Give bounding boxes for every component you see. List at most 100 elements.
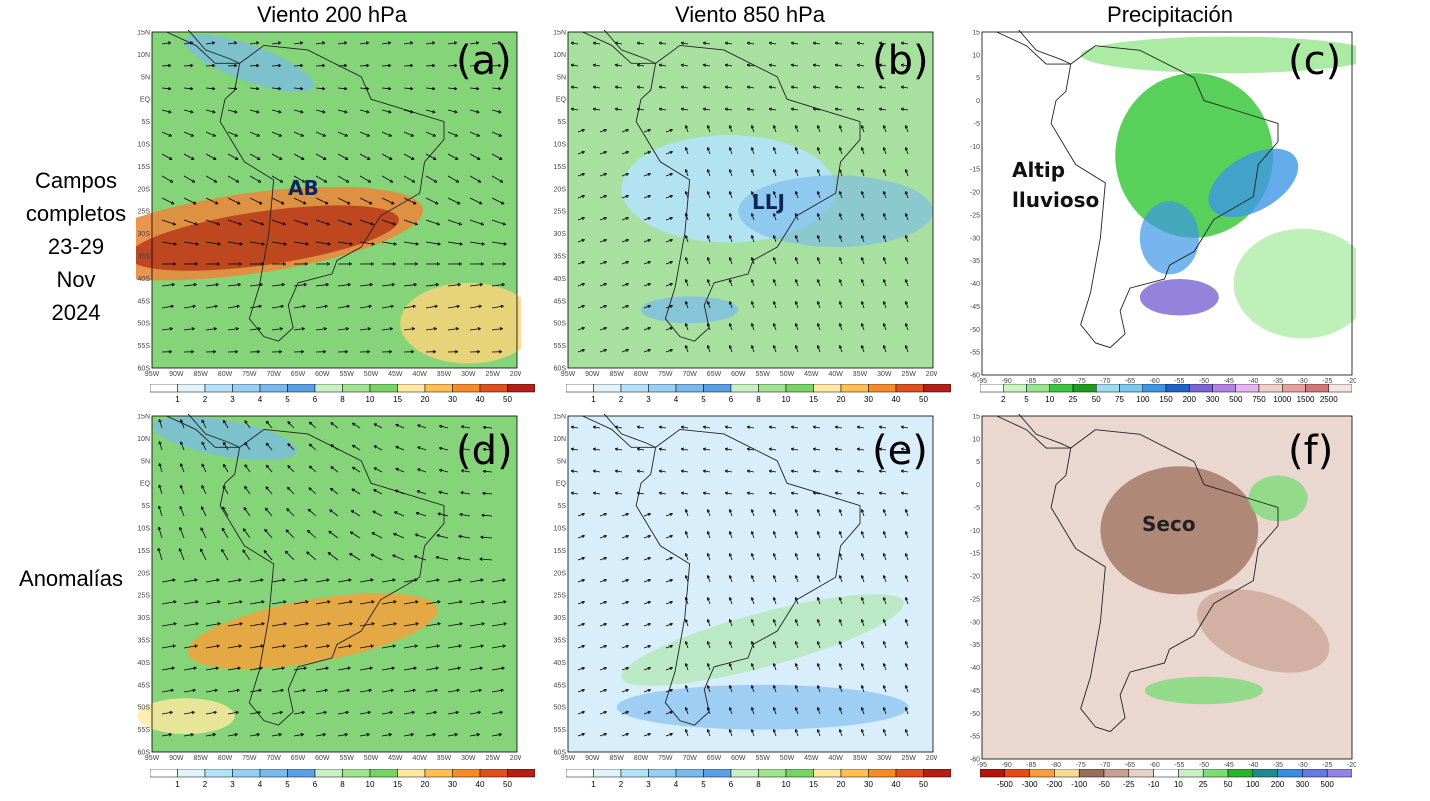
- panel-label-e: (e): [872, 428, 928, 474]
- colorbar-swatch: [342, 769, 371, 778]
- colorbar-swatch: [923, 769, 951, 778]
- lon-tick-label: 90W: [169, 371, 184, 378]
- field-blob: [1248, 475, 1308, 522]
- colorbar-swatch: [479, 384, 508, 393]
- row-label-line: 2024: [51, 300, 101, 325]
- map-frame: [567, 31, 934, 369]
- colorbar-swatch: [1003, 384, 1027, 393]
- colorbar-swatch: [424, 769, 453, 778]
- colorbar-swatch: [620, 769, 649, 778]
- lon-tick-label: 60W: [315, 755, 330, 762]
- lon-tick-label: 80W: [218, 755, 233, 762]
- lon-tick-label: -55: [1174, 762, 1184, 769]
- lon-tick-label: 65W: [707, 371, 722, 378]
- colorbar-label: 20: [837, 395, 846, 404]
- colorbar-swatch: [397, 384, 426, 393]
- colorbar-swatch: [287, 769, 316, 778]
- colorbar-label: 300: [1206, 395, 1220, 404]
- field-blob: [1100, 466, 1259, 595]
- field-blob: [1197, 589, 1330, 673]
- map-frame: [567, 415, 934, 753]
- panel-d-wind200-anom: 95W 90W 85W 80W 75W 70W 65W 60W 55W 50W 45W 40W 35W 3…: [136, 414, 521, 762]
- lon-tick-label: -70: [1100, 762, 1110, 769]
- field-background: [152, 416, 517, 752]
- lon-tick-label: 95W: [561, 755, 576, 762]
- colorbar-swatch: [1302, 769, 1328, 778]
- field-blob: [1233, 228, 1356, 339]
- lon-tick-label: 95W: [145, 755, 160, 762]
- lon-tick-label: 60W: [315, 371, 330, 378]
- lon-tick-label: 20W: [926, 755, 937, 762]
- lon-tick-label: 70W: [266, 755, 281, 762]
- lon-tick-label: 60W: [731, 755, 746, 762]
- colorbar-label: 6: [729, 395, 734, 404]
- colorbar-label: 100: [1136, 395, 1150, 404]
- colorbar-label: 40: [892, 395, 901, 404]
- lon-tick-label: -50: [1199, 378, 1209, 385]
- colorbar-swatch: [703, 769, 732, 778]
- lat-tick-label: 30S: [138, 615, 151, 622]
- annotation-ab: AB: [288, 176, 319, 200]
- lon-tick-label: -85: [1026, 762, 1036, 769]
- colorbar-swatch: [1119, 384, 1143, 393]
- colorbar-swatch: [730, 769, 759, 778]
- colorbar-swatch: [369, 384, 398, 393]
- lat-tick-label: 25S: [554, 209, 567, 216]
- column-title-wind200: Viento 200 hPa: [256, 2, 408, 27]
- map-frame: [151, 415, 518, 753]
- lon-tick-label: -75: [1076, 378, 1086, 385]
- colorbar-label: 4: [674, 780, 679, 789]
- colorbar-swatch: [150, 384, 178, 393]
- colorbar-label: 10: [366, 780, 375, 789]
- colorbar-swatch: [895, 384, 924, 393]
- lon-tick-label: -30: [1298, 378, 1308, 385]
- colorbar-swatch: [813, 384, 842, 393]
- lat-tick-label: 15S: [554, 548, 567, 555]
- colorbar-label: 10: [782, 780, 791, 789]
- colorbar-label: 50: [503, 395, 512, 404]
- row-label-full: Campos completos 23-29 Nov 2024: [8, 164, 144, 329]
- annotation-llj: LLJ: [752, 190, 785, 214]
- lat-tick-label: -40: [970, 281, 980, 288]
- colorbar-swatch: [479, 769, 508, 778]
- lat-tick-label: 15N: [137, 414, 150, 421]
- lat-tick-label: 20S: [554, 570, 567, 577]
- lon-tick-label: 75W: [242, 371, 257, 378]
- lat-tick-label: 10S: [554, 142, 567, 149]
- lat-tick-label: 10S: [138, 142, 151, 149]
- lat-tick-label: 30S: [138, 231, 151, 238]
- colorbar-swatch: [1004, 769, 1030, 778]
- lat-tick-label: 15: [972, 30, 980, 37]
- colorbar-swatch: [1202, 769, 1229, 778]
- lon-tick-label: -20: [1347, 762, 1356, 769]
- lon-tick-label: -45: [1224, 378, 1234, 385]
- colorbar-label: 2: [619, 395, 624, 404]
- lat-tick-label: -60: [970, 757, 980, 764]
- lat-tick-label: 0: [976, 482, 980, 489]
- lat-tick-label: 55S: [138, 727, 151, 734]
- colorbar-label: 30: [448, 395, 457, 404]
- colorbar-swatch: [1235, 384, 1260, 393]
- colorbar-label: 3: [646, 395, 651, 404]
- lon-tick-label: -55: [1174, 378, 1184, 385]
- colorbar-label: 3: [646, 780, 651, 789]
- coast-outline: [582, 30, 656, 64]
- lon-tick-label: 30W: [877, 755, 892, 762]
- lat-tick-label: -60: [970, 373, 980, 380]
- colorbar-swatch: [1305, 384, 1329, 393]
- colorbar-swatch: [204, 769, 233, 778]
- colorbar-swatch: [648, 384, 677, 393]
- colorbar-swatch: [1165, 384, 1190, 393]
- colorbar-label: 3: [230, 395, 235, 404]
- field-blob: [400, 282, 521, 364]
- colorbar-label: 30: [864, 395, 873, 404]
- lon-tick-label: 35W: [853, 755, 868, 762]
- lon-tick-label: 20W: [510, 755, 521, 762]
- colorbar-swatch: [232, 384, 261, 393]
- lon-tick-label: 35W: [853, 371, 868, 378]
- lat-tick-label: 5S: [557, 503, 566, 510]
- lat-tick-label: -40: [970, 665, 980, 672]
- lat-tick-label: 60S: [554, 750, 567, 757]
- colorbar-swatch: [1142, 384, 1167, 393]
- colorbar-swatch: [397, 769, 426, 778]
